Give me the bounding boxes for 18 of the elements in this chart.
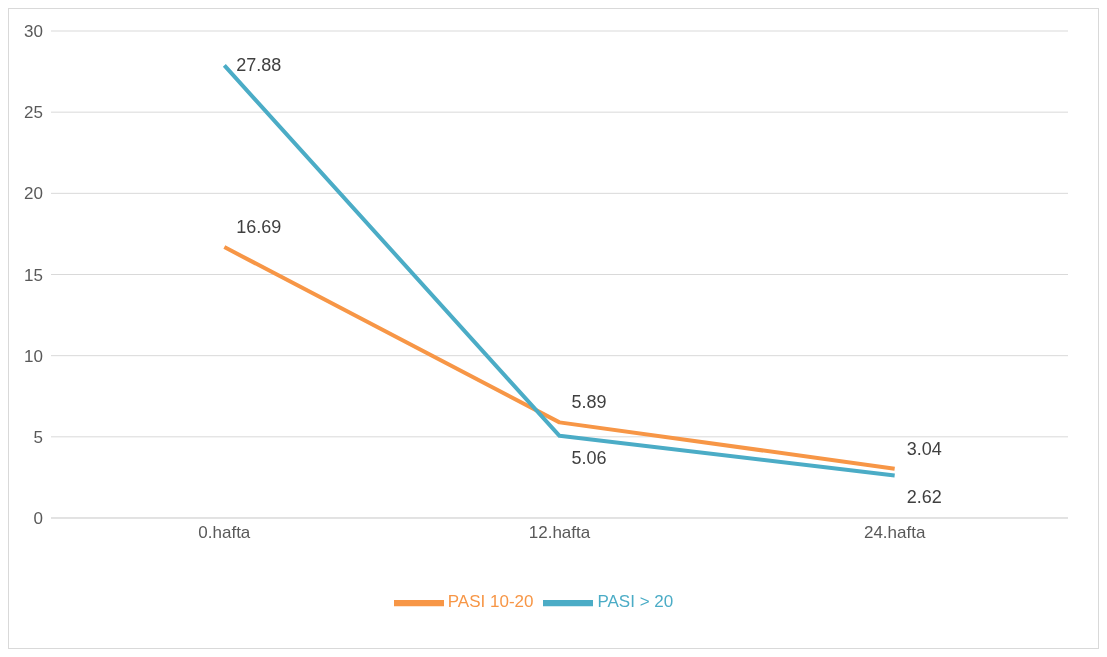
data-label: 27.88	[236, 55, 282, 76]
y-tick-label: 0	[33, 509, 43, 529]
y-tick-label: 5	[33, 427, 43, 447]
x-tick-label: 24.hafta	[863, 523, 926, 543]
data-label: 3.04	[906, 438, 942, 459]
legend-label: PASI 10-20	[447, 592, 534, 612]
y-tick-label: 20	[24, 184, 43, 204]
y-tick-label: 30	[24, 22, 43, 42]
x-tick-label: 0.hafta	[198, 523, 251, 543]
data-label: 5.89	[571, 392, 607, 413]
legend-label: PASI > 20	[597, 592, 674, 612]
data-label: 16.69	[236, 217, 282, 238]
data-label: 2.62	[906, 487, 942, 508]
y-tick-label: 10	[24, 346, 43, 366]
y-tick-label: 15	[24, 265, 43, 285]
data-label: 5.06	[571, 447, 607, 468]
y-tick-label: 25	[24, 103, 43, 123]
x-tick-label: 12.hafta	[528, 523, 591, 543]
